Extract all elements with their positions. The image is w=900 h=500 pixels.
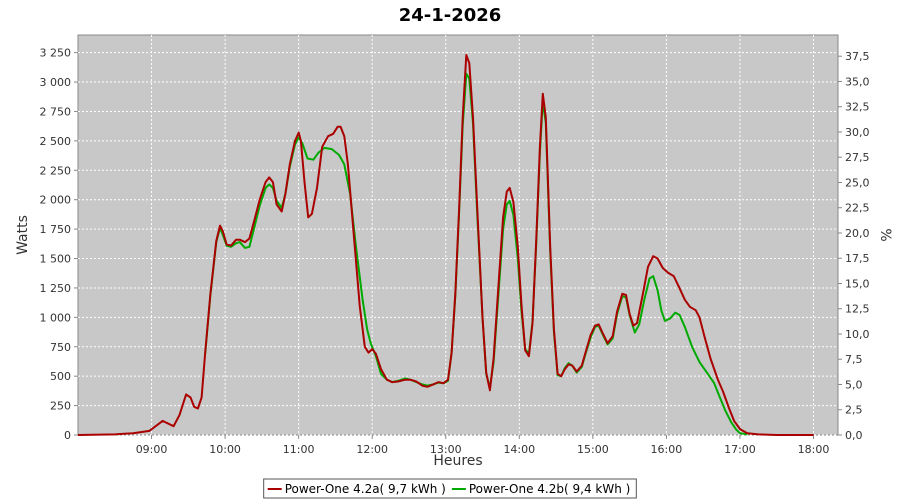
y-tick-label: 1 750 [40, 223, 72, 236]
x-tick-label: 09:00 [136, 443, 168, 456]
legend: Power-One 4.2a( 9,7 kWh ) Power-One 4.2b(… [263, 478, 637, 499]
series [77, 54, 814, 436]
y-right-tick-label: 15,0 [845, 277, 870, 290]
y-tick-label: 1 250 [40, 282, 72, 295]
y-axis-right-title: % [877, 228, 893, 241]
y-right-tick-label: 5,0 [845, 378, 863, 391]
x-tick-label: 11:00 [283, 443, 315, 456]
axes: 0 250 500 750 1 000 1 250 1 500 1 750 2 000 2 250… [40, 47, 870, 456]
y-right-tick-label: 2,5 [845, 404, 863, 417]
y-right-tick-label: 25,0 [845, 176, 870, 189]
y-right-tick-label: 30,0 [845, 126, 870, 139]
y-tick-label: 1 000 [40, 311, 72, 324]
y-right-tick-label: 17,5 [845, 252, 870, 265]
y-right-tick-label: 0,0 [845, 429, 863, 442]
y-right-tick-label: 10,0 [845, 328, 870, 341]
y-right-tick-label: 12,5 [845, 303, 870, 316]
x-tick-label: 13:00 [430, 443, 462, 456]
y-right-tick-label: 7,5 [845, 353, 863, 366]
y-right-tick-label: 32,5 [845, 101, 870, 114]
x-tick-label: 14:00 [503, 443, 535, 456]
y-tick-label: 2 250 [40, 164, 72, 177]
y-right-tick-label: 22,5 [845, 202, 870, 215]
y-tick-label: 750 [50, 341, 71, 354]
x-tick-label: 12:00 [356, 443, 388, 456]
y-tick-label: 0 [64, 429, 71, 442]
x-tick-label: 17:00 [724, 443, 756, 456]
y-right-tick-label: 37,5 [845, 50, 870, 63]
x-tick-label: 18:00 [798, 443, 830, 456]
legend-label: Power-One 4.2b( 9,4 kWh ) [469, 482, 630, 496]
grid [78, 35, 838, 436]
y-tick-label: 500 [50, 370, 71, 383]
y-right-tick-label: 35,0 [845, 75, 870, 88]
y-right-tick-label: 27,5 [845, 151, 870, 164]
legend-box [263, 478, 637, 499]
x-tick-label: 10:00 [209, 443, 241, 456]
legend-label: Power-One 4.2a( 9,7 kWh ) [285, 482, 446, 496]
y-right-tick-label: 20,0 [845, 227, 870, 240]
y-axis-title: Watts [15, 215, 31, 255]
x-tick-label: 15:00 [577, 443, 609, 456]
series-line-0 [77, 54, 814, 436]
y-tick-label: 250 [50, 400, 71, 413]
y-tick-label: 2 750 [40, 105, 72, 118]
y-tick-label: 2 500 [40, 135, 72, 148]
y-tick-label: 2 000 [40, 194, 72, 207]
x-tick-label: 16:00 [651, 443, 683, 456]
chart-title: 24-1-2026 [399, 5, 502, 26]
y-tick-label: 3 250 [40, 47, 72, 60]
y-tick-label: 1 500 [40, 253, 72, 266]
y-tick-label: 3 000 [40, 76, 72, 89]
x-axis-title: Heures [433, 453, 482, 469]
